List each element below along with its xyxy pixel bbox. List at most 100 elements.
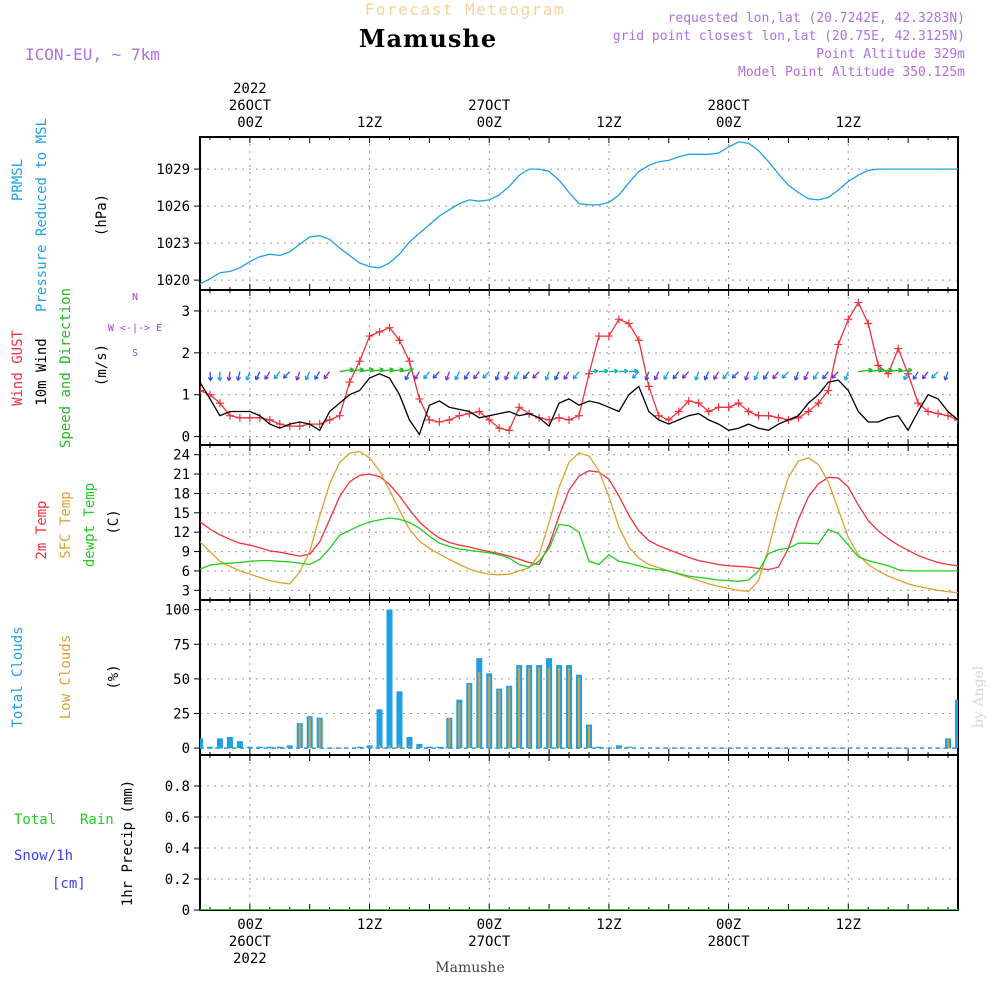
wind-arrow-head (663, 375, 668, 380)
gust-marker (814, 399, 823, 408)
gust-marker (864, 319, 873, 328)
wind-arrow-head (753, 375, 759, 381)
y-tick-label: 75 (173, 637, 190, 653)
wind-direction-arrow (504, 371, 510, 381)
bottom-time-label: 12Z (836, 917, 861, 933)
wind-arrow-head (463, 375, 469, 380)
wind-direction-arrow (731, 371, 740, 379)
y-tick-label: 0.2 (165, 872, 190, 888)
top-time-label: 27OCT (468, 98, 511, 114)
wind-direction-arrow (273, 371, 281, 380)
cloud-bar (955, 699, 958, 749)
wind-direction-arrow (323, 371, 331, 380)
gust-marker (575, 411, 583, 420)
panel-labels-clouds: Total Clouds Low Clouds (%) (10, 626, 122, 727)
y-tick-label: 3 (182, 304, 190, 320)
y-tick-label: 100 (165, 603, 190, 619)
gust-marker (515, 403, 524, 412)
y-tick-label: 50 (173, 672, 190, 688)
bottom-time-label: 00Z (237, 917, 262, 933)
panel-frame (199, 289, 959, 446)
gust-marker (345, 378, 354, 387)
y-axis-label: (%) (106, 664, 122, 689)
gust-marker (744, 407, 753, 416)
wind-direction-arrow (389, 368, 404, 373)
wind-direction-arrow (822, 371, 829, 380)
label-speed-direction: Speed and Direction (58, 288, 74, 448)
wind-direction-arrow (645, 371, 650, 381)
wind-direction-arrow (794, 371, 800, 381)
wind-direction-arrow (618, 370, 628, 373)
cloud-bar (436, 746, 443, 749)
wind-direction-arrow (296, 371, 301, 381)
series-line (200, 141, 958, 285)
wind-arrow-head (713, 375, 718, 380)
wind-direction-arrow (713, 371, 720, 380)
gust-marker (505, 426, 514, 435)
credit-watermark: by Angel (971, 665, 987, 728)
cloud-bar (528, 667, 531, 749)
wind-direction-arrow (264, 371, 271, 380)
wind-direction-arrow (545, 371, 550, 381)
wind-direction-arrow (922, 371, 929, 380)
cloud-bar (226, 737, 233, 749)
wind-arrow-head (831, 374, 837, 379)
header-title: Forecast Meteogram (365, 0, 565, 19)
cloud-bar (378, 745, 381, 749)
wind-arrow-head (304, 375, 310, 381)
y-tick-label: 2 (182, 346, 190, 362)
footer-location: Mamushe (435, 960, 504, 976)
gust-marker (355, 357, 364, 366)
wind-arrow-head (264, 375, 269, 380)
wind-direction-arrow (898, 369, 913, 373)
gust-marker (485, 415, 494, 424)
gust-marker (654, 411, 663, 420)
wind-direction-arrow (744, 371, 750, 381)
gust-marker (335, 411, 344, 420)
series-line (200, 373, 958, 436)
gust-marker (395, 336, 404, 345)
cloud-bar (200, 738, 203, 749)
top-time-label: 12Z (596, 115, 621, 131)
cloud-bar (558, 667, 561, 749)
panel-data-temperature (200, 450, 958, 594)
y-tick-label: 9 (182, 545, 190, 561)
wind-direction-arrow (878, 369, 893, 373)
panel-data-clouds (200, 609, 958, 749)
cloud-bar (518, 667, 521, 749)
y-tick-label: 15 (173, 506, 190, 522)
gust-marker (764, 411, 773, 420)
wind-direction-arrow (523, 371, 530, 380)
cloud-bar (568, 667, 571, 749)
cloud-bar (318, 719, 321, 749)
cloud-bar (488, 676, 491, 749)
wind-direction-arrow (237, 371, 241, 381)
gust-marker (904, 369, 913, 378)
wind-direction-arrow (704, 371, 710, 381)
cloud-bar (266, 746, 273, 749)
panel-labels-pressure: PRMSL Pressure Reduced to MSL (hPa) (10, 118, 110, 312)
wind-direction-arrow (532, 371, 540, 379)
label-pressure-msl: Pressure Reduced to MSL (34, 118, 50, 312)
gust-marker (624, 319, 633, 328)
label-rain: Rain (80, 812, 114, 828)
wind-direction-arrow (572, 371, 580, 380)
panel-frame (199, 444, 959, 601)
label-low-clouds: Low Clouds (58, 635, 74, 719)
wind-direction-arrow (722, 371, 730, 380)
gust-marker (834, 340, 843, 349)
y-tick-label: 1029 (156, 162, 190, 178)
panel-frame (199, 754, 959, 911)
cloud-bar (947, 739, 950, 749)
y-tick-label: 3 (182, 583, 190, 599)
wind-direction-arrow (246, 371, 251, 381)
panel-pressure: 1020 1023 1026 1029 PRMSL Pressure Reduced to… (10, 118, 959, 312)
wind-direction-arrow (339, 368, 354, 373)
wind-arrow-head (604, 368, 609, 374)
y-tick-label: 24 (173, 448, 190, 464)
wind-arrow-head (722, 374, 728, 380)
y-tick-label: 0.6 (165, 810, 190, 826)
wind-arrow-head (513, 375, 519, 380)
wind-arrow-head (793, 376, 799, 381)
